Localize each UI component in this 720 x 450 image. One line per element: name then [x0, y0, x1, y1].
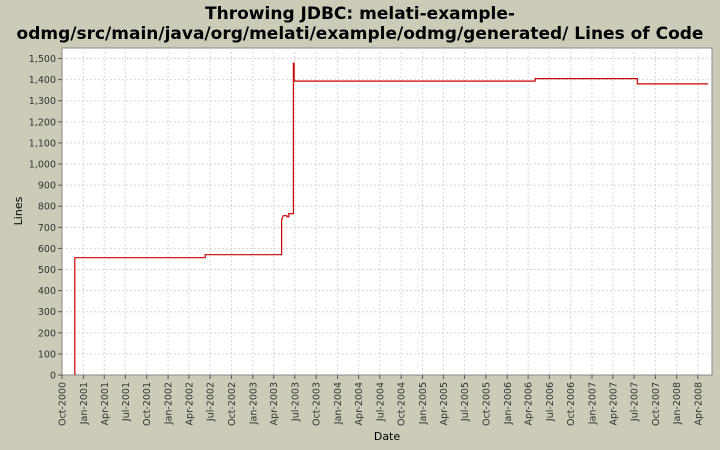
x-tick-label: Apr-2005: [439, 382, 450, 425]
x-tick-label: Jan-2002: [164, 382, 175, 425]
y-tick-label: 400: [38, 286, 56, 297]
x-tick-label: Oct-2002: [227, 382, 238, 426]
x-tick-label: Apr-2002: [184, 382, 195, 425]
y-tick-label: 1,500: [29, 54, 56, 65]
x-tick-label: Jul-2002: [206, 382, 217, 422]
plot-area: [61, 47, 713, 376]
lines-of-code-series: [74, 62, 709, 375]
chart-title-line-1: Throwing JDBC: melati-example-: [205, 4, 515, 24]
x-tick-label: Jul-2006: [545, 382, 556, 422]
x-tick-label: Jan-2004: [333, 382, 344, 425]
y-axis-ticks: 0 100 200 300 400 500 600 700 800 900 1,000 1,100 1,…: [29, 54, 62, 382]
grid-lines: [62, 48, 712, 375]
y-tick-label: 200: [38, 328, 56, 339]
y-tick-label: 800: [38, 202, 56, 213]
x-tick-label: Jan-2008: [672, 382, 683, 425]
x-tick-label: Jul-2007: [630, 382, 641, 422]
y-tick-label: 500: [38, 265, 56, 276]
x-tick-label: Jan-2007: [587, 382, 598, 425]
x-tick-label: Jul-2001: [121, 382, 132, 422]
x-tick-label: Apr-2007: [608, 382, 619, 425]
x-tick-label: Apr-2003: [269, 382, 280, 425]
x-tick-label: Oct-2006: [566, 382, 577, 426]
x-tick-label: Oct-2003: [312, 382, 323, 426]
x-tick-label: Apr-2006: [524, 382, 535, 425]
y-tick-label: 1,200: [29, 117, 56, 128]
x-tick-label: Oct-2007: [651, 382, 662, 426]
x-tick-label: Jan-2003: [248, 382, 259, 425]
x-tick-label: Jan-2005: [418, 382, 429, 425]
x-tick-label: Apr-2004: [354, 382, 365, 425]
x-tick-label: Apr-2008: [693, 382, 704, 425]
x-tick-label: Oct-2001: [142, 382, 153, 426]
y-tick-label: 1,100: [29, 138, 56, 149]
y-tick-label: 1,000: [29, 160, 56, 171]
x-tick-label: Apr-2001: [100, 382, 111, 425]
y-tick-label: 0: [50, 371, 56, 382]
y-tick-label: 1,300: [29, 96, 56, 107]
y-tick-label: 700: [38, 223, 56, 234]
x-tick-label: Oct-2000: [58, 382, 69, 426]
x-tick-label: Jan-2006: [503, 382, 514, 425]
x-tick-label: Jul-2003: [290, 382, 301, 422]
x-tick-label: Jul-2004: [375, 382, 386, 422]
x-tick-label: Oct-2005: [481, 382, 492, 426]
x-tick-label: Jul-2005: [460, 382, 471, 422]
series-layer: [74, 62, 709, 375]
x-tick-label: Oct-2004: [397, 382, 408, 426]
y-tick-label: 100: [38, 349, 56, 360]
y-tick-label: 300: [38, 307, 56, 318]
y-axis-label: Lines: [12, 196, 25, 225]
y-tick-label: 1,400: [29, 75, 56, 86]
y-tick-label: 900: [38, 181, 56, 192]
x-tick-label: Jan-2001: [79, 382, 90, 425]
x-axis-label: Date: [374, 430, 401, 443]
x-axis-ticks: Oct-2000 Jan-2001 Apr-2001 Jul-2001 Oct-2001…: [58, 375, 704, 426]
chart-title-line-2: odmg/src/main/java/org/melati/example/od…: [17, 24, 704, 44]
y-tick-label: 600: [38, 244, 56, 255]
